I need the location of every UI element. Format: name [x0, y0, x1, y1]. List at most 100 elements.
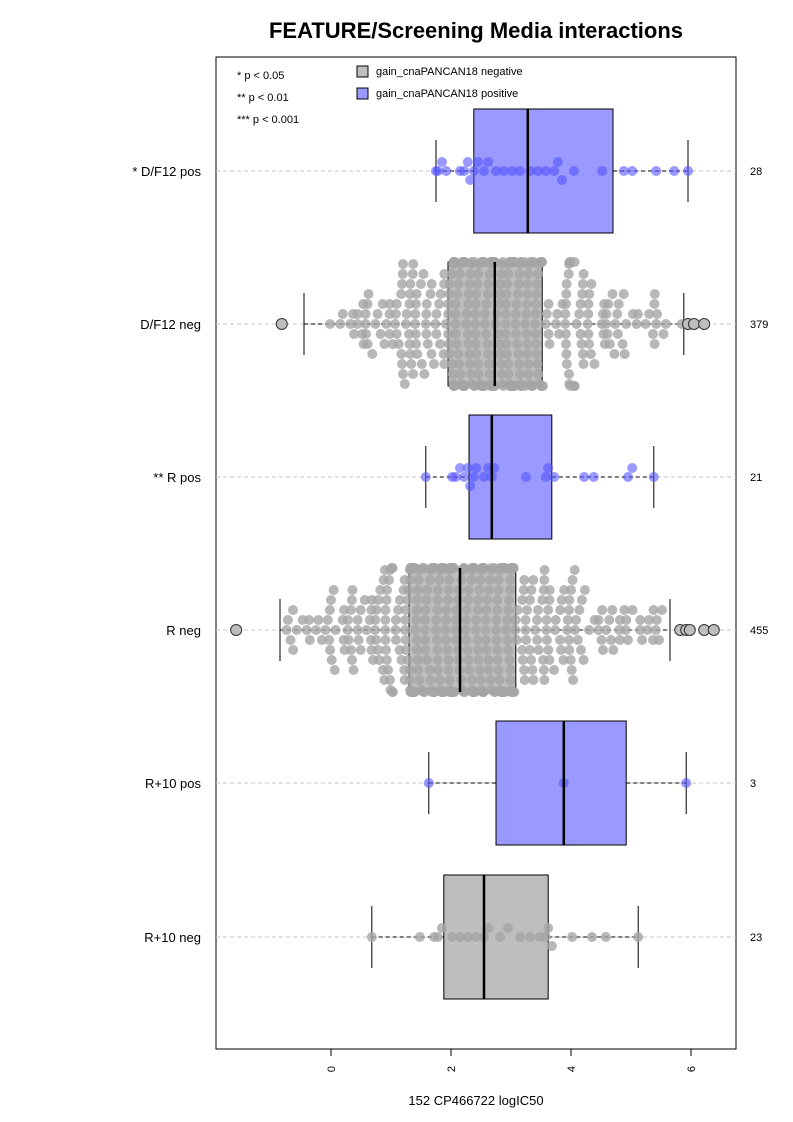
- data-point: [473, 595, 484, 605]
- data-point: [329, 665, 340, 675]
- data-point: [425, 575, 435, 585]
- data-point: [451, 615, 461, 625]
- data-point: [521, 309, 532, 319]
- data-point: [577, 349, 588, 359]
- data-point: [441, 635, 452, 645]
- data-point: [481, 645, 492, 655]
- data-point: [454, 269, 465, 279]
- data-point: [515, 932, 525, 942]
- data-point: [465, 269, 476, 279]
- data-point: [408, 259, 419, 269]
- data-point: [444, 279, 455, 289]
- data-point: [602, 329, 613, 339]
- data-point: [618, 289, 629, 299]
- group-count: 23: [750, 932, 762, 944]
- data-point: [452, 645, 463, 655]
- data-point: [453, 655, 464, 665]
- data-point: [635, 625, 646, 635]
- data-point: [521, 472, 531, 482]
- data-point: [525, 595, 535, 605]
- data-point: [510, 319, 521, 329]
- data-point: [521, 329, 532, 339]
- data-point: [503, 359, 514, 369]
- group-count: 455: [750, 625, 768, 637]
- data-point: [584, 625, 595, 635]
- data-point: [335, 319, 346, 329]
- data-point: [421, 329, 432, 339]
- data-point: [402, 595, 413, 605]
- data-point: [579, 585, 590, 595]
- data-point: [390, 309, 401, 319]
- data-point: [322, 615, 333, 625]
- data-point: [461, 635, 472, 645]
- data-point: [470, 299, 481, 309]
- data-point: [544, 339, 555, 349]
- data-point: [447, 269, 458, 279]
- data-point: [502, 279, 513, 289]
- legend-label: gain_cnaPANCAN18 negative: [376, 66, 523, 78]
- data-point: [660, 319, 671, 329]
- data-point: [531, 279, 542, 289]
- data-point: [443, 309, 454, 319]
- data-point: [569, 381, 580, 391]
- data-point: [502, 349, 512, 359]
- data-point: [495, 932, 506, 942]
- data-point: [583, 309, 594, 319]
- data-point: [313, 615, 324, 625]
- data-point: [288, 645, 299, 655]
- data-point: [407, 269, 418, 279]
- data-point: [400, 635, 411, 645]
- data-point: [576, 339, 587, 349]
- data-point: [539, 565, 550, 575]
- data-point: [552, 157, 563, 167]
- data-point: [521, 299, 532, 309]
- data-point: [505, 585, 516, 595]
- data-point: [521, 635, 532, 645]
- data-point: [505, 665, 516, 675]
- x-tick-label: 2: [446, 1066, 458, 1072]
- data-point: [500, 309, 511, 319]
- data-point: [437, 923, 447, 933]
- data-point: [343, 635, 354, 645]
- data-point: [397, 279, 407, 289]
- group-count: 379: [750, 319, 768, 331]
- data-point: [538, 665, 549, 675]
- data-point: [463, 655, 474, 665]
- data-point: [495, 279, 506, 289]
- data-point: [644, 615, 654, 625]
- data-point: [544, 595, 555, 605]
- data-point: [649, 299, 660, 309]
- data-point: [541, 309, 552, 319]
- data-point: [347, 655, 357, 665]
- data-point: [399, 379, 410, 389]
- data-point: [541, 635, 552, 645]
- data-point: [651, 319, 662, 329]
- data-point: [524, 645, 535, 655]
- data-point: [598, 645, 608, 655]
- data-point: [613, 299, 624, 309]
- data-point: [463, 595, 474, 605]
- data-point: [511, 299, 522, 309]
- data-point: [396, 289, 407, 299]
- data-point: [304, 635, 315, 645]
- data-point: [362, 339, 373, 349]
- data-point: [544, 585, 555, 595]
- data-point: [470, 339, 481, 349]
- data-point: [561, 349, 572, 359]
- data-point: [418, 269, 429, 279]
- x-tick-label: 4: [566, 1066, 578, 1072]
- data-point: [607, 605, 618, 615]
- data-point: [523, 269, 534, 279]
- data-point: [481, 329, 491, 339]
- data-point: [450, 309, 461, 319]
- data-point: [587, 932, 597, 942]
- data-point: [541, 625, 552, 635]
- data-point: [432, 645, 443, 655]
- data-point: [567, 575, 578, 585]
- data-point: [422, 585, 433, 595]
- data-point: [443, 329, 454, 339]
- group-label: R+10 pos: [145, 776, 202, 791]
- data-point: [654, 635, 664, 645]
- data-point: [492, 655, 503, 665]
- outlier-point: [230, 624, 243, 636]
